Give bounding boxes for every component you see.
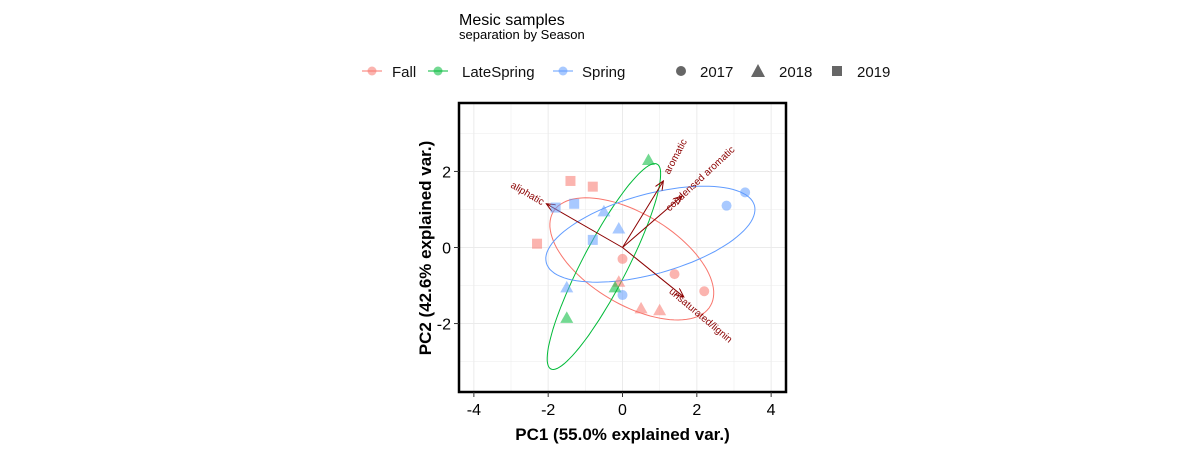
data-point-triangle [634, 301, 648, 314]
data-point-circle [669, 269, 680, 280]
legend-item-latespring: LateSpring [428, 64, 535, 81]
data-point-square [532, 238, 543, 249]
data-point-circle [699, 286, 710, 297]
data-point-triangle [560, 280, 574, 293]
legend-item-spring: Spring [553, 64, 625, 81]
legend-item-2018: 2018 [751, 64, 812, 81]
x-tick-label: -2 [541, 402, 555, 419]
data-point-square [550, 202, 561, 213]
vector-arrow [622, 196, 682, 248]
data-point-circle [721, 200, 732, 211]
y-tick-label: 0 [442, 241, 451, 258]
x-tick-label: -4 [467, 402, 481, 419]
gridlines [459, 103, 786, 392]
legend-label-fall: Fall [392, 64, 416, 81]
x-tick-label: 0 [618, 402, 627, 419]
chart-title: Mesic samples [459, 12, 565, 29]
vector-arrow [622, 181, 664, 248]
legend-label-2018: 2018 [779, 64, 812, 81]
y-axis-title: PC2 (42.6% explained var.) [416, 141, 435, 356]
data-point-circle [740, 187, 751, 198]
data-point-triangle [653, 303, 667, 316]
legend-label-spring: Spring [582, 64, 625, 81]
legend: Fall LateSpring Spring 2017 2018 2019 [362, 64, 890, 81]
legend-label-2019: 2019 [857, 64, 890, 81]
data-point-triangle [608, 280, 622, 293]
data-point-triangle [642, 153, 656, 166]
legend-key-spring [558, 66, 568, 76]
y-tick-label: -2 [437, 317, 451, 334]
x-axis-ticks: -4 -2 0 2 4 [467, 392, 776, 419]
data-point-circle [617, 253, 628, 264]
legend-triangle-icon [751, 64, 765, 77]
data-point-square [565, 175, 576, 186]
data-point-triangle [597, 204, 611, 217]
y-tick-label: 2 [442, 164, 451, 181]
x-tick-label: 4 [767, 402, 776, 419]
ellipse-latespring [546, 163, 662, 371]
data-point-square [569, 198, 580, 209]
x-axis-title: PC1 (55.0% explained var.) [515, 425, 730, 444]
legend-circle-icon [676, 66, 686, 76]
legend-key-latespring [433, 66, 443, 76]
ellipse-spring [545, 185, 756, 283]
legend-item-2017: 2017 [676, 64, 733, 81]
data-point-triangle [560, 311, 574, 323]
legend-label-latespring: LateSpring [462, 64, 535, 81]
chart-subtitle: separation by Season [459, 27, 585, 42]
y-axis-ticks: -2 0 2 [437, 164, 459, 334]
data-point-triangle [612, 221, 626, 234]
legend-key-fall [367, 66, 377, 76]
data-point-square [587, 234, 598, 245]
vector-arrow [622, 247, 684, 297]
x-tick-label: 2 [692, 402, 701, 419]
legend-square-icon [832, 66, 842, 76]
legend-item-fall: Fall [362, 64, 416, 81]
legend-label-2017: 2017 [700, 64, 733, 81]
data-point-square [587, 181, 598, 192]
sample-points [532, 153, 751, 323]
data-point-circle [617, 290, 628, 301]
legend-item-2019: 2019 [832, 64, 890, 81]
